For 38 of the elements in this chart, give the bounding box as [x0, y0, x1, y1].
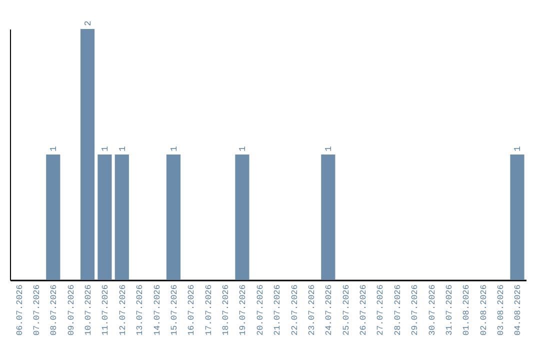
x-tick-label: 01.08.2026: [462, 284, 472, 336]
x-tick-label: 17.07.2026: [204, 284, 214, 336]
x-tick-label: 18.07.2026: [221, 284, 232, 336]
data-label: 1: [100, 146, 111, 152]
x-tick-label: 11.07.2026: [100, 284, 111, 336]
x-tick-label: 23.07.2026: [306, 284, 317, 336]
x-tick-label: 06.07.2026: [14, 284, 25, 336]
x-tick-label: 08.07.2026: [49, 284, 60, 336]
x-tick-label: 27.07.2026: [376, 284, 386, 336]
x-tick-label: 15.07.2026: [169, 284, 180, 336]
x-tick-label: 14.07.2026: [152, 284, 162, 336]
x-tick-label: 29.07.2026: [410, 284, 420, 336]
data-label: 1: [513, 146, 524, 152]
data-label: 1: [169, 146, 180, 152]
x-tick-label: 09.07.2026: [66, 284, 76, 336]
x-tick-label: 10.07.2026: [84, 284, 94, 336]
x-tick-label: 26.07.2026: [358, 284, 369, 336]
x-tick-label: 04.08.2026: [513, 284, 524, 336]
x-tick-label: 16.07.2026: [186, 284, 197, 336]
data-label: 1: [118, 146, 128, 152]
x-tick-label: 24.07.2026: [324, 284, 334, 336]
x-tick-label: 12.07.2026: [118, 284, 128, 336]
data-label: 1: [324, 146, 334, 152]
x-tick-label: 07.07.2026: [32, 284, 42, 336]
x-tick-label: 25.07.2026: [341, 284, 352, 336]
data-label: 1: [238, 146, 248, 152]
x-tick-label: 30.07.2026: [427, 284, 438, 336]
x-tick-label: 02.08.2026: [478, 284, 489, 336]
x-tick-label: 19.07.2026: [238, 284, 248, 336]
x-tick-label: 20.07.2026: [255, 284, 266, 336]
data-label: 2: [84, 20, 94, 26]
x-tick-label: 13.07.2026: [135, 284, 146, 336]
x-tick-label: 03.08.2026: [496, 284, 506, 336]
x-tick-label: 21.07.2026: [272, 284, 283, 336]
x-tick-label: 28.07.2026: [392, 284, 403, 336]
data-label: 1: [49, 146, 60, 152]
x-tick-label: 22.07.2026: [290, 284, 300, 336]
x-tick-label: 31.07.2026: [444, 284, 454, 336]
